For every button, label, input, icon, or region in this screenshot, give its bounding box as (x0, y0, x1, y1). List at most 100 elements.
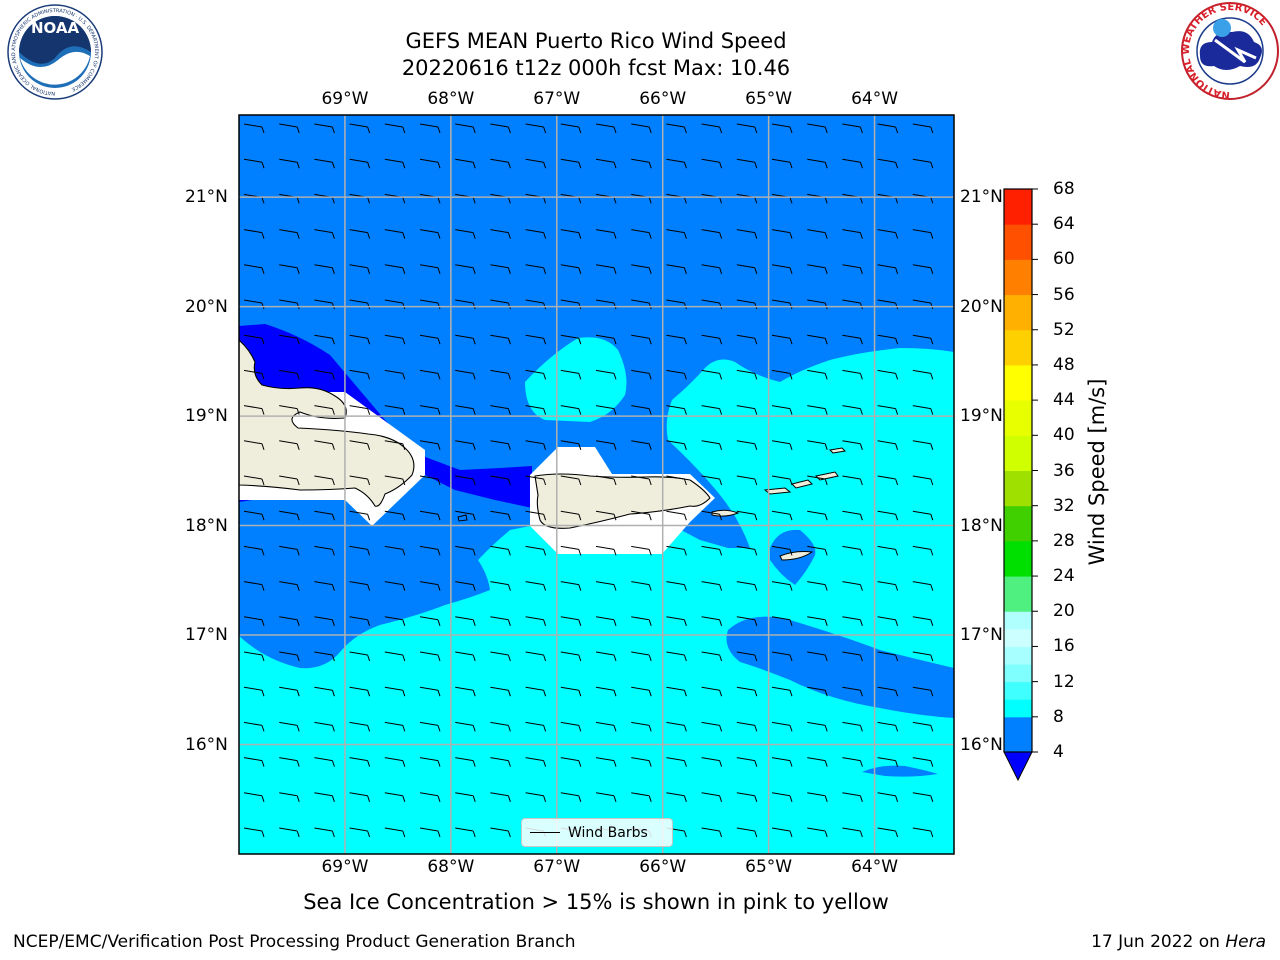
wind-barb (877, 405, 899, 415)
land-hispaniola (239, 339, 415, 507)
wind-barb (666, 545, 687, 556)
wind-barb (877, 369, 899, 380)
wind-barb (807, 158, 828, 169)
wind-barb (384, 651, 406, 662)
colorbar-tick-label: 16 (1053, 636, 1075, 657)
legend-label: Wind Barbs (568, 824, 648, 841)
wind-barb (842, 475, 863, 486)
wind-barb (842, 334, 863, 345)
wind-barb (349, 510, 371, 521)
wind-barb (384, 264, 406, 274)
wind-barb (384, 475, 406, 486)
wind-barb (243, 757, 265, 767)
wind-barb (560, 686, 582, 697)
wind-barb (349, 686, 371, 697)
wind-barb (455, 616, 476, 626)
wind-barb (455, 545, 476, 556)
wind-barb (525, 264, 547, 274)
wind-barb (912, 440, 934, 450)
lat-tick-label-left: 17°N (185, 625, 228, 646)
wind-barb (490, 616, 511, 626)
wind-barb (525, 158, 547, 169)
wind-barb (243, 158, 265, 169)
wind-barb (455, 264, 476, 274)
wind-barb (666, 369, 687, 380)
wind-barbs (243, 123, 934, 838)
lat-tick-label-left: 16°N (185, 734, 228, 755)
wind-barb (243, 229, 265, 239)
wind-barb (666, 651, 687, 662)
wind-barb (455, 686, 476, 697)
colorbar-bin (1004, 611, 1032, 630)
wind-barb (243, 721, 265, 732)
wind-barb (736, 686, 758, 697)
lon-tick-label-bot: 64°W (851, 857, 899, 877)
wind-barb (701, 440, 723, 450)
wind-barb (419, 651, 441, 662)
colorbar-tick-label: 28 (1053, 530, 1075, 551)
wind-barb (631, 440, 652, 450)
wind-barb (349, 757, 371, 767)
wind-barb (842, 229, 863, 239)
wind-barb (560, 581, 582, 591)
wind-barb (877, 581, 899, 591)
wind-barb (912, 510, 934, 521)
wind-barb (314, 545, 335, 556)
wind-barb (243, 651, 265, 662)
wind-barb (243, 827, 265, 838)
wind-barb (807, 651, 828, 662)
wind-barb (771, 229, 793, 239)
wind-barb (912, 792, 934, 802)
colorbar-tick-label: 48 (1053, 354, 1075, 375)
map-legend: Wind Barbs (521, 818, 673, 847)
wind-barb (736, 616, 758, 626)
wind-barb (701, 545, 723, 556)
wind-barb (560, 757, 582, 767)
colorbar-tick-label: 40 (1053, 425, 1075, 446)
wind-barb (314, 123, 335, 134)
wind-barb (877, 721, 899, 732)
wind-barb (807, 369, 828, 380)
colorbar-tick-label: 32 (1053, 495, 1075, 516)
wind-barb (314, 721, 335, 732)
colorbar-bin (1004, 699, 1032, 718)
wind-barb (807, 475, 828, 486)
wind-barb (525, 369, 547, 380)
wind-barb (912, 545, 934, 556)
wind-barb (490, 827, 511, 838)
wind-barb (279, 510, 300, 521)
wind-barb (912, 721, 934, 732)
wind-barb (842, 827, 863, 838)
wind-barb (279, 792, 300, 802)
wind-barb (490, 686, 511, 697)
wind-barb (560, 721, 582, 732)
wind-barb (279, 440, 300, 450)
wind-barb (771, 334, 793, 345)
wind-barb (243, 545, 265, 556)
wind-barb (595, 792, 617, 802)
colorbar-bin (1004, 716, 1032, 753)
colorbar-tick-label: 56 (1053, 284, 1075, 305)
wind-barb (771, 475, 793, 486)
wind-barb (631, 264, 652, 274)
wind-barb (912, 229, 934, 239)
wind-barb (349, 334, 371, 345)
wind-barb (525, 686, 547, 697)
footer-date-text: 17 Jun 2022 on (1091, 932, 1220, 952)
colorbar-tick-label: 36 (1053, 460, 1075, 481)
colorbar-bin (1004, 435, 1032, 471)
wind-barb (560, 545, 582, 556)
wind-barb (243, 334, 265, 345)
wind-barb (631, 651, 652, 662)
wind-barb (455, 581, 476, 591)
wind-barb (842, 369, 863, 380)
wind-barb (349, 827, 371, 838)
land-vieques (711, 509, 740, 517)
wind-barb (595, 405, 617, 415)
wind-barb (455, 229, 476, 239)
wind-barb (455, 827, 476, 838)
wind-barb (736, 651, 758, 662)
wind-barb (736, 721, 758, 732)
noaa-logo-text: NOAA (31, 19, 80, 37)
wind-barb (525, 334, 547, 345)
